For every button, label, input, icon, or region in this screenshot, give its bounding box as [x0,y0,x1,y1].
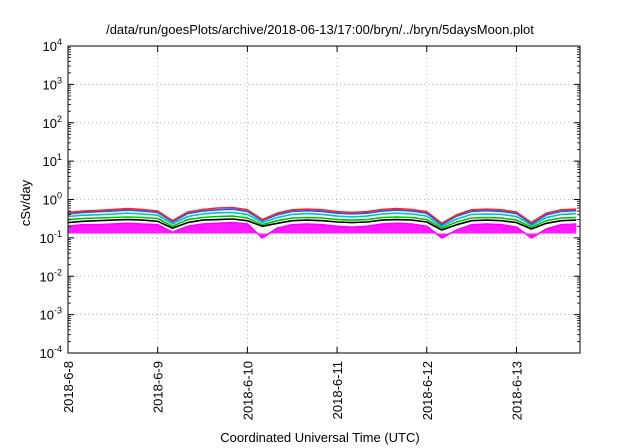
grid-lines [68,46,580,353]
x-tick-label: 2018-6-13 [509,361,524,420]
x-tick-label: 2018-6-8 [61,361,76,413]
y-tick-exponent: 1 [57,152,62,162]
y-axis-label: cSv/day [18,179,33,226]
y-tick-exponent: -1 [54,229,62,239]
y-tick-label: 10-3 [40,306,62,323]
series-line [67,208,577,226]
series-line [67,221,577,239]
y-tick-label: 103 [43,75,62,92]
series-group [67,206,577,239]
x-tick-label: 2018-6-11 [330,361,345,419]
y-tick-exponent: 2 [57,114,62,124]
y-tick-label: 101 [43,152,62,169]
y-tick-label: 104 [43,37,62,54]
x-tick-label: 2018-6-9 [151,361,166,413]
series-line [67,215,577,229]
y-tick-exponent: 3 [57,75,62,85]
y-tick-exponent: -3 [54,306,62,316]
x-tick-label: 2018-6-12 [420,361,435,420]
x-axis-label: Coordinated Universal Time (UTC) [220,430,419,445]
y-tick-exponent: -2 [54,267,62,277]
y-tick-label: 100 [43,191,62,208]
y-tick-exponent: 4 [57,37,62,47]
y-tick-exponent: 0 [57,191,62,201]
x-tick-label: 2018-6-10 [240,361,255,420]
chart-title: /data/run/goesPlots/archive/2018-06-13/1… [106,22,534,37]
y-tick-label: 10-2 [40,267,62,284]
series-line [67,218,577,231]
series-line [67,206,577,225]
series-area [68,222,577,238]
y-tick-label: 10-1 [40,229,62,246]
y-tick-exponent: -4 [54,344,62,354]
y-tick-label: 102 [43,114,62,131]
y-tick-label: 10-4 [40,344,62,361]
series-line [67,211,577,228]
